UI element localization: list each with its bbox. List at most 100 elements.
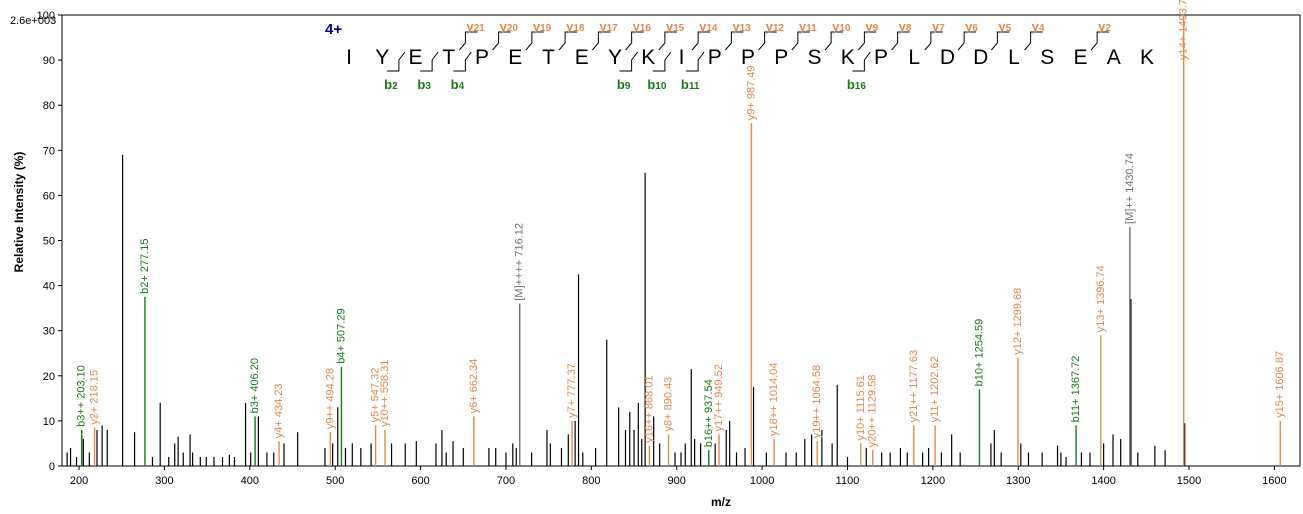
y-ion-label: y13 (732, 19, 751, 34)
intensity-scale-label: 2.6e+003 (10, 15, 56, 27)
sequence-residue: P (774, 46, 788, 69)
b-ion-label: b2 (384, 77, 398, 92)
y-fragment-marker (625, 31, 644, 51)
sequence-residue: Y (375, 46, 389, 69)
peak-label-y: y10+ 1115.61 (855, 375, 867, 440)
sequence-residue: P (475, 46, 489, 69)
peak-label-y: y14+ 1493.79 (1178, 0, 1190, 60)
y-ion-label: y21 (466, 19, 485, 34)
y-tick-label: 60 (43, 190, 55, 202)
x-tick-label: 700 (497, 475, 515, 487)
y-tick-label: 0 (49, 461, 55, 473)
x-tick-label: 1100 (836, 475, 860, 487)
sequence-residue: D (940, 46, 955, 69)
peak-label-b: b16++ 937.54 (703, 379, 715, 447)
y-tick-label: 90 (43, 55, 55, 67)
y-tick-label: 50 (43, 236, 55, 248)
b-fragment-marker (652, 51, 672, 72)
x-tick-label: 1200 (921, 475, 945, 487)
peak-label-y: y9++ 494.28 (324, 368, 336, 429)
peak-label-y: y21++ 1177.63 (908, 350, 920, 423)
y-fragment-marker (857, 31, 877, 51)
y-ion-label: y11 (799, 19, 817, 34)
peak-label-y: y8+ 890.43 (663, 377, 675, 432)
y-fragment-marker (791, 31, 810, 51)
peak-label-y: y15+ 1606.87 (1274, 351, 1286, 418)
x-tick-label: 500 (326, 475, 344, 487)
y-ion-label: y17 (599, 19, 618, 34)
sequence-residue: K (641, 46, 655, 69)
y-fragment-marker (458, 31, 478, 51)
x-tick-label: 400 (241, 475, 259, 487)
sequence-residue: T (442, 46, 455, 69)
sequence-residue: D (973, 46, 988, 69)
sequence-residue: P (874, 46, 888, 69)
y-fragment-marker (724, 31, 744, 51)
y-fragment-marker (758, 31, 777, 51)
y-tick-label: 10 (43, 416, 55, 428)
x-tick-label: 1300 (1006, 475, 1030, 487)
y-tick-label: 30 (43, 326, 55, 338)
y-ion-label: y6 (965, 19, 978, 34)
y-ion-label: y7 (932, 19, 945, 34)
y-ion-label: y9 (865, 19, 878, 34)
b-fragment-marker (386, 51, 406, 72)
peak-label-y: y19++ 1064.58 (811, 365, 823, 438)
b-fragment-marker (619, 51, 639, 72)
y-fragment-marker (492, 31, 511, 51)
b-ion-label: b10 (647, 77, 667, 92)
sequence-residue: E (508, 46, 522, 69)
sequence-residue: K (841, 46, 855, 69)
x-tick-label: 1600 (1262, 475, 1286, 487)
b-ion-label: b4 (451, 77, 465, 92)
sequence-residue: T (542, 46, 555, 69)
peak-label-b: b10+ 1254.59 (973, 319, 985, 387)
peak-label-y: y5+ 547.32 (370, 368, 382, 423)
x-tick-label: 1500 (1177, 475, 1201, 487)
peak-label-y: y18++ 1014.04 (768, 363, 780, 436)
sequence-residue: K (1140, 46, 1154, 69)
peak-label-b: b3+ 406.20 (249, 358, 261, 413)
peak-label-y: y7+ 777.37 (566, 363, 578, 418)
x-tick-label: 600 (411, 475, 429, 487)
y-ion-label: y5 (998, 19, 1011, 34)
b-ion-label: b16 (847, 77, 867, 92)
sequence-residue: L (908, 46, 920, 69)
sequence-residue: S (1040, 46, 1054, 69)
b-ion-label: b11 (681, 77, 700, 92)
x-tick-label: 1400 (1091, 475, 1115, 487)
b-fragment-marker (852, 51, 871, 72)
peak-label-y: y20++ 1129.58 (867, 375, 879, 448)
b-ion-label: b9 (617, 77, 631, 92)
sequence-residue: I (679, 46, 685, 69)
sequence-residue: L (1008, 46, 1020, 69)
y-tick-label: 100 (37, 10, 55, 22)
sequence-residue: E (408, 46, 422, 69)
sequence-residue: P (741, 46, 755, 69)
sequence-residue: I (346, 46, 352, 69)
y-fragment-marker (1090, 31, 1110, 51)
sequence-residue: E (575, 46, 589, 69)
peak-label-y: y12+ 1299.68 (1012, 288, 1024, 355)
y-fragment-marker (957, 31, 977, 51)
labeled-peaks: b3++ 203.10 y2+ 218.15 b2+ 277.15 b3+ 406.2… (76, 0, 1286, 466)
x-tick-label: 300 (155, 475, 173, 487)
sequence-residue: P (708, 46, 722, 69)
sequence-residue: E (1073, 46, 1087, 69)
x-tick-label: 900 (668, 475, 686, 487)
y-fragment-marker (591, 31, 611, 51)
y-fragment-marker (891, 31, 910, 51)
peak-label-y: y6+ 662.34 (468, 359, 480, 414)
y-tick-label: 40 (43, 281, 55, 293)
y-ion-label: y16 (633, 19, 652, 34)
x-tick-label: 800 (582, 475, 600, 487)
peak-label-y: y4+ 434.23 (273, 383, 285, 438)
peak-label-b: b3++ 203.10 (76, 365, 88, 427)
y-ion-label: y14 (699, 19, 718, 34)
b-fragment-marker (686, 51, 705, 72)
y-tick-label: 80 (43, 100, 55, 112)
y-ion-label: y12 (766, 19, 785, 34)
peak-label-y: y2+ 218.15 (89, 370, 101, 425)
